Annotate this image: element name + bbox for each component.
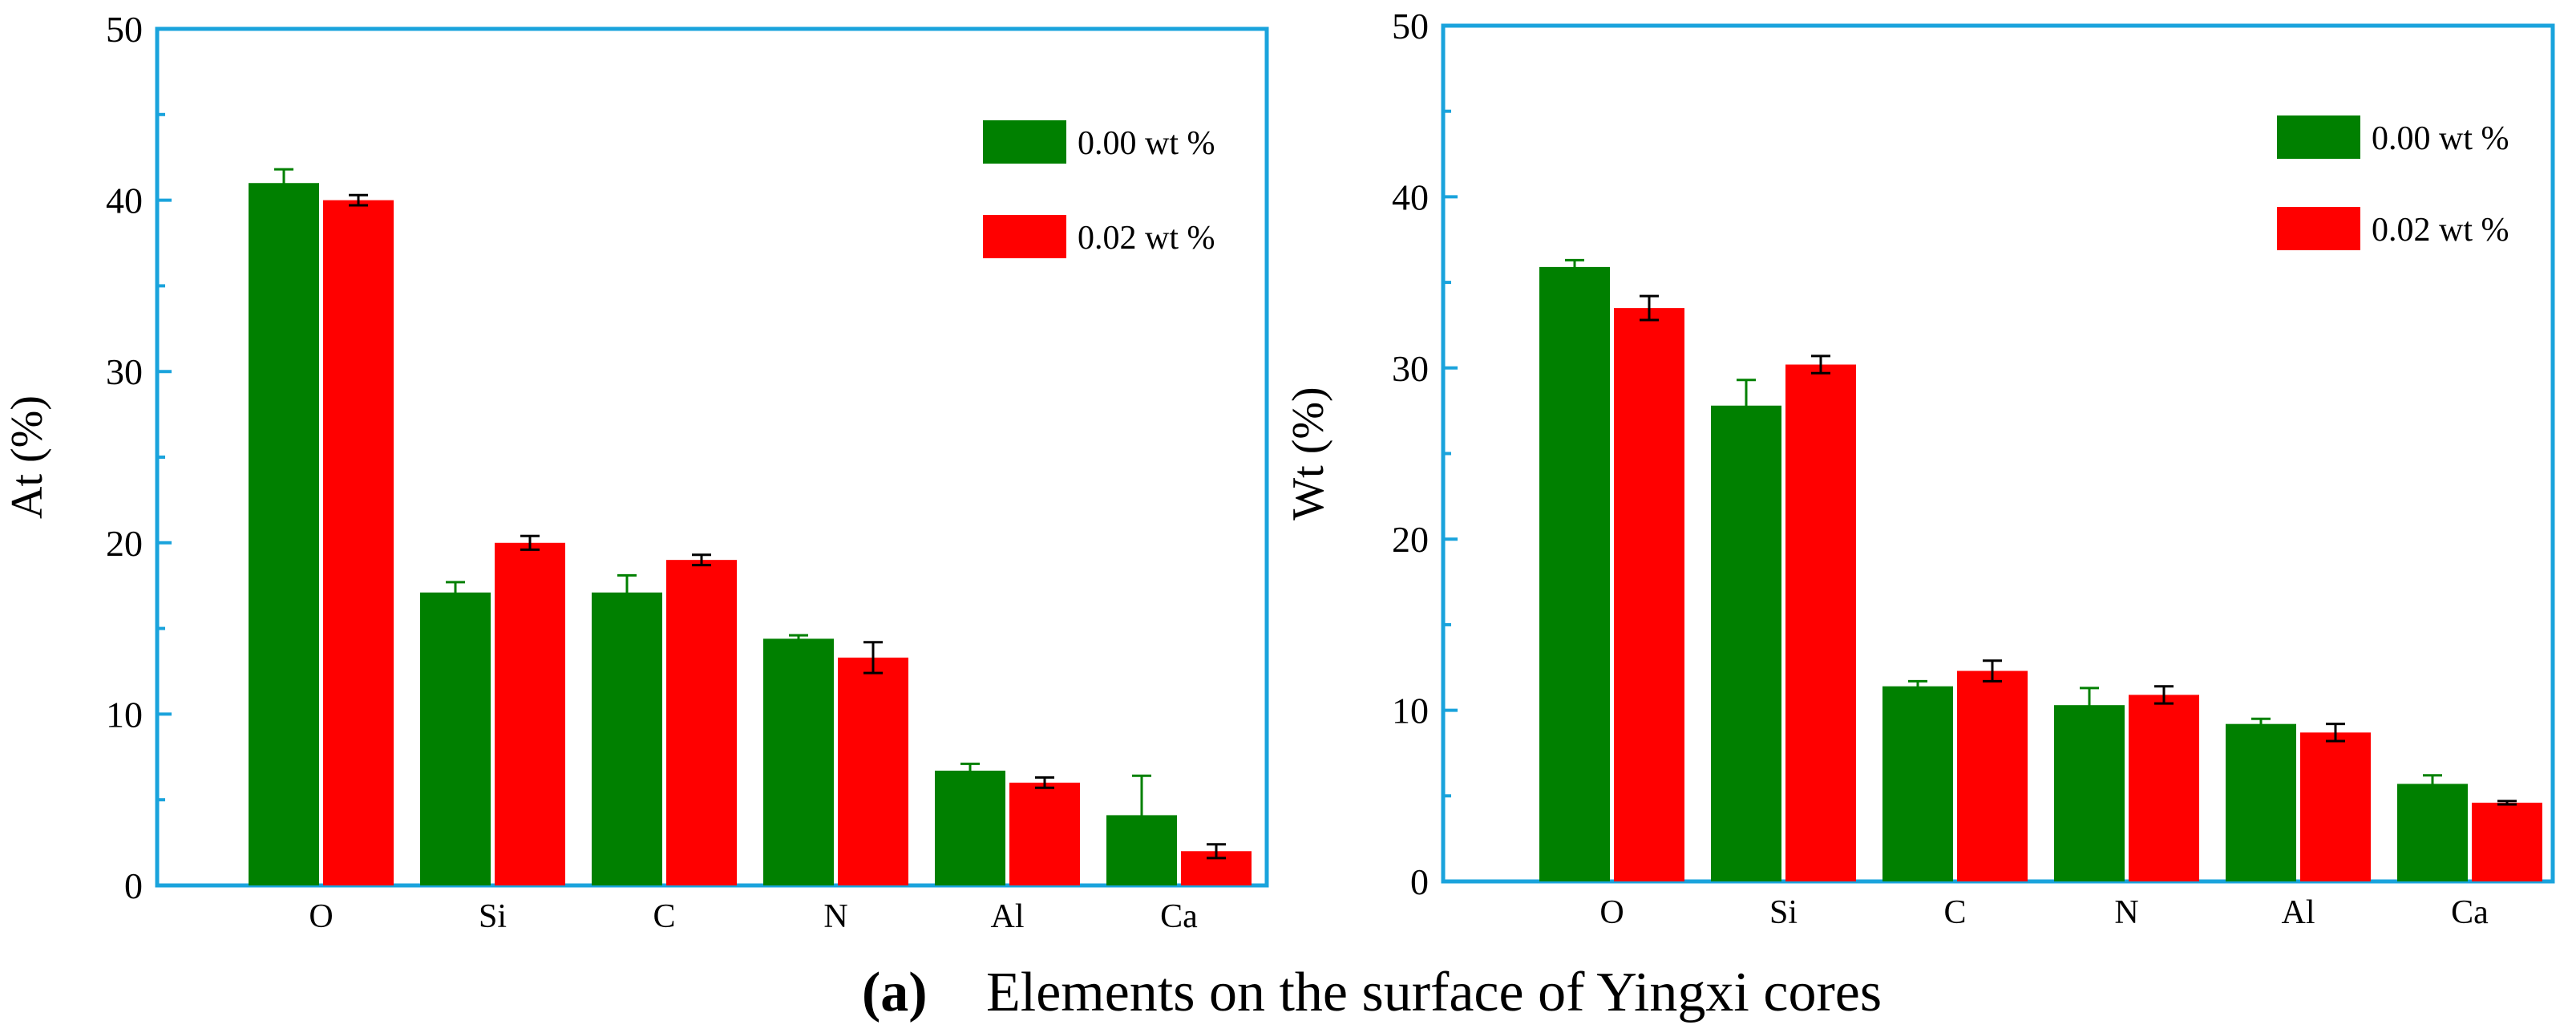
bar-n-series-0	[2054, 705, 2125, 881]
x-tick-label: N	[2114, 894, 2138, 931]
caption-label: (a)	[862, 962, 928, 1023]
chart-left-panel: 0 10 20 30 40 50 At (%) O Si C N Al Ca 0.00 wt % 0.02 …	[2, 9, 1269, 935]
bar-ca-series-0	[2397, 784, 2468, 881]
chart-right-panel: 0 10 20 30 40 50 Wt (%) O Si C N Al Ca 0.00 wt % 0.02 …	[1284, 6, 2555, 931]
y-tick-label: 30	[106, 351, 143, 392]
bar-o-series-0	[249, 183, 319, 886]
x-tick-label: O	[309, 898, 333, 935]
bar-o-series-1	[323, 200, 394, 886]
legend-label: 0.00 wt %	[1078, 125, 1215, 162]
y-tick-label: 10	[1392, 691, 1429, 731]
x-tick-label: Ca	[2451, 894, 2489, 931]
x-tick-label: C	[653, 898, 675, 935]
bar-n-series-1	[2129, 695, 2199, 881]
legend-label: 0.00 wt %	[2372, 120, 2509, 157]
bar-c-series-0	[1882, 686, 1953, 881]
bar-o-series-0	[1539, 266, 1610, 881]
y-tick-label: 0	[124, 865, 143, 906]
bar-ca-series-1	[2472, 802, 2542, 881]
bar-c-series-1	[666, 560, 737, 885]
legend-swatch	[2277, 207, 2360, 250]
y-axis-label: Wt (%)	[1284, 387, 1333, 520]
bar-c-series-0	[592, 592, 662, 885]
y-tick-label: 0	[1410, 861, 1429, 902]
y-tick-label: 50	[106, 9, 143, 50]
bar-al-series-0	[2226, 723, 2296, 881]
bar-al-series-0	[935, 770, 1005, 885]
bar-si-series-1	[495, 542, 565, 885]
y-axis-label: At (%)	[2, 395, 52, 519]
legend-label: 0.02 wt %	[1078, 220, 1215, 257]
y-tick-label: 40	[1392, 176, 1429, 217]
bar-o-series-1	[1614, 308, 1684, 881]
legend-swatch	[983, 120, 1066, 164]
bar-n-series-1	[838, 657, 908, 885]
x-tick-label: Si	[1769, 894, 1798, 931]
figure-caption: (a) Elements on the surface of Yingxi co…	[862, 962, 1882, 1023]
bar-c-series-1	[1957, 670, 2028, 881]
legend-swatch	[983, 215, 1066, 258]
x-tick-label: Ca	[1160, 898, 1198, 935]
bar-al-series-1	[1009, 782, 1080, 885]
bar-si-series-0	[420, 592, 491, 885]
legend-label: 0.02 wt %	[2372, 212, 2509, 249]
legend-swatch	[2277, 115, 2360, 159]
y-tick-label: 20	[106, 523, 143, 564]
caption-text: Elements on the surface of Yingxi cores	[986, 962, 1882, 1023]
y-tick-label: 20	[1392, 519, 1429, 560]
x-tick-label: C	[1943, 894, 1966, 931]
x-tick-label: N	[823, 898, 847, 935]
y-tick-label: 50	[1392, 6, 1429, 47]
y-tick-label: 10	[106, 694, 143, 735]
x-tick-label: Al	[2282, 894, 2315, 931]
y-tick-label: 30	[1392, 348, 1429, 389]
x-tick-label: O	[1599, 894, 1624, 931]
bar-al-series-1	[2300, 732, 2371, 881]
bar-si-series-0	[1711, 405, 1781, 881]
x-tick-label: Si	[479, 898, 507, 935]
bar-si-series-1	[1785, 364, 1856, 882]
x-tick-label: Al	[991, 898, 1025, 935]
bar-n-series-0	[763, 638, 834, 885]
y-tick-label: 40	[106, 180, 143, 221]
